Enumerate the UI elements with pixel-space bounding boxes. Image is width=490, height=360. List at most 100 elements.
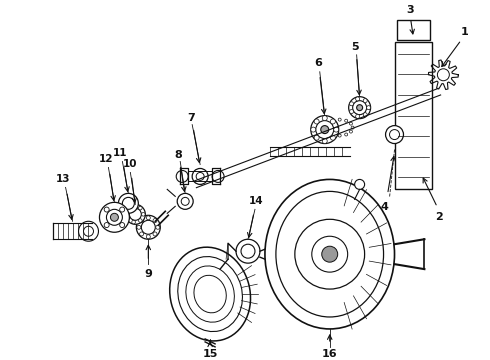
Circle shape xyxy=(140,232,144,236)
Ellipse shape xyxy=(194,275,226,313)
Ellipse shape xyxy=(265,179,394,329)
Circle shape xyxy=(322,139,327,144)
Text: 16: 16 xyxy=(322,349,338,359)
Text: 6: 6 xyxy=(314,58,322,68)
Circle shape xyxy=(356,114,360,118)
Circle shape xyxy=(78,221,98,241)
Circle shape xyxy=(126,209,130,213)
Text: 12: 12 xyxy=(99,154,114,165)
Circle shape xyxy=(132,220,135,224)
Circle shape xyxy=(192,168,208,184)
Text: 2: 2 xyxy=(436,212,443,222)
Circle shape xyxy=(349,130,352,133)
Circle shape xyxy=(212,170,224,183)
Circle shape xyxy=(390,130,399,140)
Circle shape xyxy=(120,222,124,228)
Circle shape xyxy=(344,119,348,122)
Circle shape xyxy=(349,102,354,106)
Circle shape xyxy=(334,127,339,132)
Circle shape xyxy=(153,219,157,222)
Circle shape xyxy=(177,193,193,209)
Circle shape xyxy=(349,97,370,118)
Circle shape xyxy=(140,219,144,222)
Circle shape xyxy=(322,116,327,121)
Circle shape xyxy=(363,99,367,103)
Circle shape xyxy=(136,215,160,239)
Circle shape xyxy=(327,130,330,133)
Circle shape xyxy=(330,135,335,140)
Text: 9: 9 xyxy=(145,269,152,279)
Text: 10: 10 xyxy=(123,159,138,170)
Circle shape xyxy=(311,116,339,144)
Circle shape xyxy=(139,206,142,210)
Circle shape xyxy=(438,69,449,81)
Circle shape xyxy=(147,216,150,220)
Circle shape xyxy=(322,246,338,262)
Circle shape xyxy=(106,209,122,225)
Circle shape xyxy=(104,207,109,212)
Circle shape xyxy=(176,170,188,183)
Circle shape xyxy=(139,219,142,222)
Circle shape xyxy=(104,222,109,228)
Circle shape xyxy=(142,212,145,216)
Circle shape xyxy=(386,126,403,144)
Circle shape xyxy=(357,105,363,111)
Circle shape xyxy=(196,172,204,180)
Ellipse shape xyxy=(178,257,243,332)
Circle shape xyxy=(344,133,348,136)
Circle shape xyxy=(295,219,365,289)
Circle shape xyxy=(119,193,138,213)
Circle shape xyxy=(132,205,135,208)
Circle shape xyxy=(147,235,150,239)
Circle shape xyxy=(332,119,335,122)
Circle shape xyxy=(311,127,316,132)
Ellipse shape xyxy=(170,247,250,341)
Bar xyxy=(394,42,432,189)
Circle shape xyxy=(363,113,367,117)
Text: 1: 1 xyxy=(461,27,468,37)
Circle shape xyxy=(321,126,329,134)
Circle shape xyxy=(122,197,134,209)
Circle shape xyxy=(125,204,146,224)
Text: 8: 8 xyxy=(174,149,182,159)
Circle shape xyxy=(314,135,319,140)
Text: 5: 5 xyxy=(351,42,359,52)
Circle shape xyxy=(153,232,157,236)
Circle shape xyxy=(314,119,319,124)
Circle shape xyxy=(367,106,370,110)
Bar xyxy=(396,20,430,40)
Text: 15: 15 xyxy=(202,349,218,359)
Circle shape xyxy=(110,213,119,221)
Circle shape xyxy=(236,239,260,263)
Circle shape xyxy=(332,133,335,136)
Circle shape xyxy=(349,122,352,125)
Circle shape xyxy=(327,122,330,125)
Circle shape xyxy=(156,225,160,229)
Circle shape xyxy=(312,236,348,272)
Circle shape xyxy=(316,121,334,139)
Text: 4: 4 xyxy=(381,202,389,212)
Circle shape xyxy=(330,119,335,124)
Circle shape xyxy=(338,118,341,121)
Text: 14: 14 xyxy=(248,196,263,206)
Circle shape xyxy=(141,220,155,234)
Circle shape xyxy=(83,226,94,236)
Ellipse shape xyxy=(276,192,384,317)
Circle shape xyxy=(129,208,141,220)
Circle shape xyxy=(137,225,141,229)
Text: 7: 7 xyxy=(187,113,195,123)
Ellipse shape xyxy=(186,266,234,322)
Text: 3: 3 xyxy=(407,5,414,15)
Circle shape xyxy=(349,109,354,113)
Circle shape xyxy=(356,97,360,101)
Circle shape xyxy=(120,207,124,212)
Text: 11: 11 xyxy=(113,148,128,158)
Text: 13: 13 xyxy=(55,175,70,184)
Circle shape xyxy=(241,244,255,258)
Circle shape xyxy=(338,134,341,137)
Circle shape xyxy=(355,179,365,189)
Circle shape xyxy=(351,126,354,129)
Circle shape xyxy=(99,202,129,232)
Circle shape xyxy=(126,216,130,220)
Circle shape xyxy=(353,101,367,114)
